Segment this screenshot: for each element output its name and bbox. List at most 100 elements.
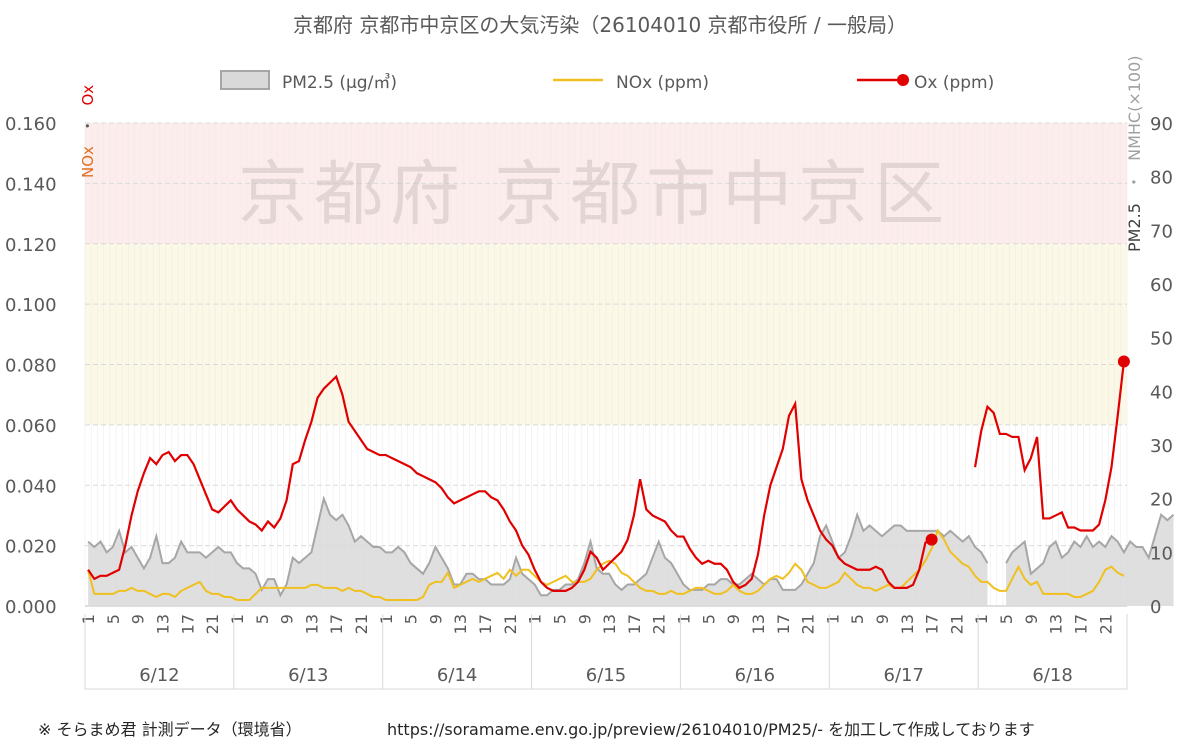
day-label: 6/18: [1032, 665, 1072, 686]
day-label: 6/13: [288, 665, 328, 686]
left-tick-label: 0.100: [5, 295, 57, 316]
hour-tick-label: 13: [898, 614, 917, 634]
hour-tick-label: 1: [675, 614, 694, 624]
legend-pm25-label: PM2.5 (μg/㎥): [282, 73, 397, 93]
hour-tick-label: 21: [947, 614, 966, 634]
hour-tick-label: 17: [923, 614, 942, 634]
legend-pm25-swatch: [220, 70, 270, 90]
legend-ox-label: Ox (ppm): [914, 73, 994, 93]
hour-tick-label: 5: [550, 614, 569, 624]
hour-tick-label: 17: [625, 614, 644, 634]
right-axis-label: PM2.5 ・ NMHC(×100): [1125, 55, 1144, 252]
right-tick-label: 30: [1150, 436, 1173, 457]
hour-tick-label: 13: [302, 614, 321, 634]
chart-title: 京都府 京都市中京区の大気汚染（26104010 京都市役所 / 一般局）: [293, 13, 907, 37]
ox-line: [87, 374, 933, 593]
day-label: 6/15: [586, 665, 626, 686]
pm25-area-fill: [88, 498, 988, 606]
hour-tick-label: 21: [650, 614, 669, 634]
hour-tick-label: 17: [774, 614, 793, 634]
day-label: 6/14: [437, 665, 477, 686]
hour-tick-label: 21: [1096, 614, 1115, 634]
left-axis-label: NOx ・ Ox: [79, 85, 97, 178]
left-axis-tick-labels: 0.000 0.020 0.040 0.060 0.080 0.100 0.120 0.140…: [5, 114, 57, 618]
legend-nox-label: NOx (ppm): [616, 73, 709, 93]
day-label: 6/17: [884, 665, 924, 686]
hour-tick-label: 9: [724, 614, 743, 624]
right-tick-label: 60: [1150, 275, 1173, 296]
hour-tick-label: 13: [451, 614, 470, 634]
hour-tick-label: 13: [1047, 614, 1066, 634]
hour-tick-label: 17: [476, 614, 495, 634]
hour-tick-label: 17: [327, 614, 346, 634]
left-tick-label: 0.000: [5, 597, 57, 618]
hour-tick-label: 9: [575, 614, 594, 624]
x-axis-day-labels: 6/12 6/13 6/14 6/15 6/16 6/17 6/18: [84, 614, 1128, 690]
pm25-area-fill: [1006, 514, 1174, 606]
hour-tick-label: 21: [203, 614, 222, 634]
footer-source: https://soramame.env.go.jp/preview/26104…: [387, 720, 1035, 739]
left-tick-label: 0.060: [5, 416, 57, 437]
hour-tick-label: 9: [426, 614, 445, 624]
hour-tick-label: 9: [873, 614, 892, 624]
pm25-line: [1005, 512, 1175, 576]
right-tick-label: 0: [1150, 597, 1161, 618]
hour-tick-label: 5: [402, 614, 421, 624]
ox-line: [973, 361, 1125, 532]
gridlines: [84, 122, 1128, 607]
right-axis-label-sep: ・: [1125, 174, 1144, 190]
hour-tick-label: 17: [1071, 614, 1090, 634]
left-axis-label-nox: NOx: [79, 146, 97, 178]
hour-tick-label: 13: [749, 614, 768, 634]
right-tick-label: 10: [1150, 543, 1173, 564]
left-tick-label: 0.160: [5, 114, 57, 135]
hour-tick-label: 21: [352, 614, 371, 634]
hour-tick-label: 13: [154, 614, 173, 634]
watermark-text: 京都府 京都市中京区: [238, 153, 950, 235]
nox-line: [87, 528, 1125, 601]
hour-tick-label: 1: [377, 614, 396, 624]
footer-note: ※ そらまめ君 計測データ（環境省）: [38, 720, 302, 739]
hour-tick-label: 1: [526, 614, 545, 624]
hour-tick-label: 1: [823, 614, 842, 624]
hour-tick-label: 5: [253, 614, 272, 624]
right-tick-label: 90: [1150, 114, 1173, 135]
hour-tick-label: 5: [699, 614, 718, 624]
left-tick-label: 0.040: [5, 476, 57, 497]
day-label: 6/12: [139, 665, 179, 686]
legend: PM2.5 (μg/㎥) NOx (ppm) Ox (ppm): [220, 70, 994, 93]
right-tick-label: 40: [1150, 382, 1173, 403]
nox-line-series: [87, 528, 1125, 601]
right-axis-label-nmhc: NMHC(×100): [1125, 55, 1144, 160]
right-tick-label: 50: [1150, 329, 1173, 350]
left-tick-label: 0.140: [5, 174, 57, 195]
right-tick-label: 20: [1150, 490, 1173, 511]
left-tick-label: 0.020: [5, 537, 57, 558]
right-tick-label: 70: [1150, 221, 1173, 242]
right-axis-label-pm: PM2.5: [1125, 203, 1144, 252]
hour-tick-label: 5: [848, 614, 867, 624]
right-axis-tick-labels: 0 10 20 30 40 50 60 70 80 90: [1150, 114, 1173, 618]
ox-marker: [1117, 355, 1130, 368]
hour-tick-label: 1: [79, 614, 98, 624]
ox-line-series: [87, 355, 1130, 593]
left-axis-label-ox: Ox: [79, 85, 97, 106]
hour-tick-label: 9: [129, 614, 148, 624]
hour-tick-label: 9: [278, 614, 297, 624]
hour-tick-label: 9: [1022, 614, 1041, 624]
hour-tick-label: 17: [178, 614, 197, 634]
legend-ox-marker: [897, 74, 909, 86]
left-tick-label: 0.080: [5, 356, 57, 377]
hour-tick-label: 13: [600, 614, 619, 634]
hour-tick-label: 21: [799, 614, 818, 634]
ox-marker: [925, 533, 938, 546]
right-tick-label: 80: [1150, 168, 1173, 189]
hour-tick-label: 5: [997, 614, 1016, 624]
day-label: 6/16: [735, 665, 775, 686]
hour-tick-label: 5: [104, 614, 123, 624]
left-tick-label: 0.120: [5, 235, 57, 256]
hour-tick-label: 21: [501, 614, 520, 634]
hour-tick-label: 1: [228, 614, 247, 624]
x-axis-hour-labels: 1 5 9 13 17 21 1 5 9 13 17 21 1 5 9 13 17 21 1 5 9 13 17 21 1 5 9 1…: [79, 614, 1115, 634]
